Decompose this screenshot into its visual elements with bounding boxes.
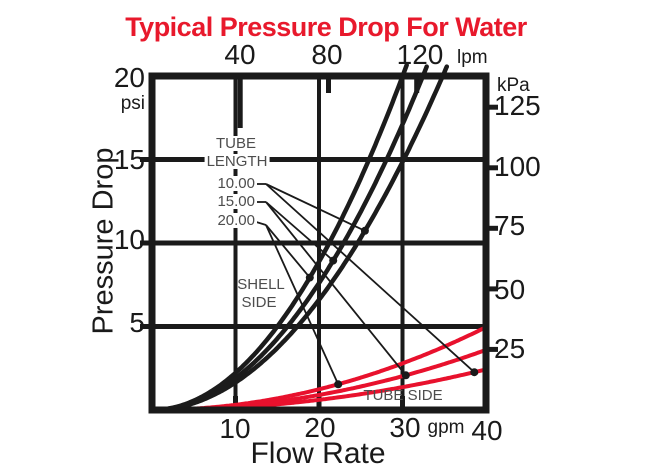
callout-15 bbox=[265, 201, 410, 380]
dot-20-shell bbox=[305, 273, 314, 282]
callout-20 bbox=[265, 224, 343, 389]
leader-15-shell bbox=[265, 201, 334, 262]
legend-entry-10: 10.00 bbox=[209, 176, 257, 191]
gridlines bbox=[152, 76, 486, 410]
x-unit-lpm: lpm bbox=[457, 47, 488, 68]
x-unit-gpm: gpm bbox=[427, 417, 465, 438]
ytick-right-25: 25 bbox=[494, 333, 526, 364]
callouts bbox=[265, 183, 479, 389]
dot-15-tube bbox=[401, 371, 410, 380]
shell-side-label-line2: SIDE bbox=[241, 294, 277, 311]
ytick-left-20: 20 bbox=[113, 62, 145, 93]
dot-20-tube bbox=[334, 380, 343, 389]
callout-10 bbox=[265, 183, 479, 377]
y-unit-psi: psi bbox=[120, 93, 145, 114]
legend-entry-20: 20.00 bbox=[209, 213, 257, 228]
legend-entry-15: 15.00 bbox=[209, 194, 257, 209]
xtick-top-120: 120 bbox=[396, 39, 444, 70]
x-axis-label: Flow Rate bbox=[250, 437, 386, 470]
legend-title-line1: TUBE bbox=[213, 135, 259, 152]
leader-20-tube bbox=[265, 224, 340, 385]
plot-frame bbox=[148, 72, 490, 414]
xtick-top-40: 40 bbox=[224, 39, 256, 70]
ytick-left-10: 10 bbox=[113, 224, 145, 255]
xtick-top-80: 80 bbox=[311, 39, 343, 70]
shell-side-curve-20 bbox=[149, 62, 409, 413]
ytick-left-15: 15 bbox=[113, 144, 145, 175]
dot-15-shell bbox=[329, 256, 338, 265]
ytick-right-125: 125 bbox=[494, 90, 541, 121]
leader-20-shell bbox=[265, 224, 311, 279]
tube-side-label: TUBE SIDE bbox=[363, 387, 443, 404]
xtick-bottom-40: 40 bbox=[471, 415, 503, 446]
dot-10-shell bbox=[360, 226, 369, 235]
axis-ticks bbox=[140, 79, 498, 407]
leader-10-tube bbox=[265, 183, 475, 373]
shell-side-label-line1: SHELL bbox=[237, 276, 285, 293]
leader-15-tube bbox=[265, 201, 407, 376]
xtick-bottom-10: 10 bbox=[219, 413, 251, 444]
legend-title-line2: LENGTH bbox=[204, 153, 270, 170]
ytick-right-100: 100 bbox=[494, 151, 541, 182]
xtick-bottom-20: 20 bbox=[304, 412, 336, 443]
y-unit-kpa: kPa bbox=[497, 75, 530, 96]
leader-10-shell bbox=[265, 183, 366, 232]
xtick-bottom-30: 30 bbox=[389, 412, 421, 443]
y-axis-label: Pressure Drop bbox=[87, 147, 120, 335]
chart-title: Typical Pressure Drop For Water bbox=[125, 12, 527, 42]
ytick-left-5: 5 bbox=[129, 307, 145, 338]
dot-10-tube bbox=[470, 368, 479, 377]
ytick-right-50: 50 bbox=[494, 274, 526, 305]
ytick-right-75: 75 bbox=[494, 210, 526, 241]
